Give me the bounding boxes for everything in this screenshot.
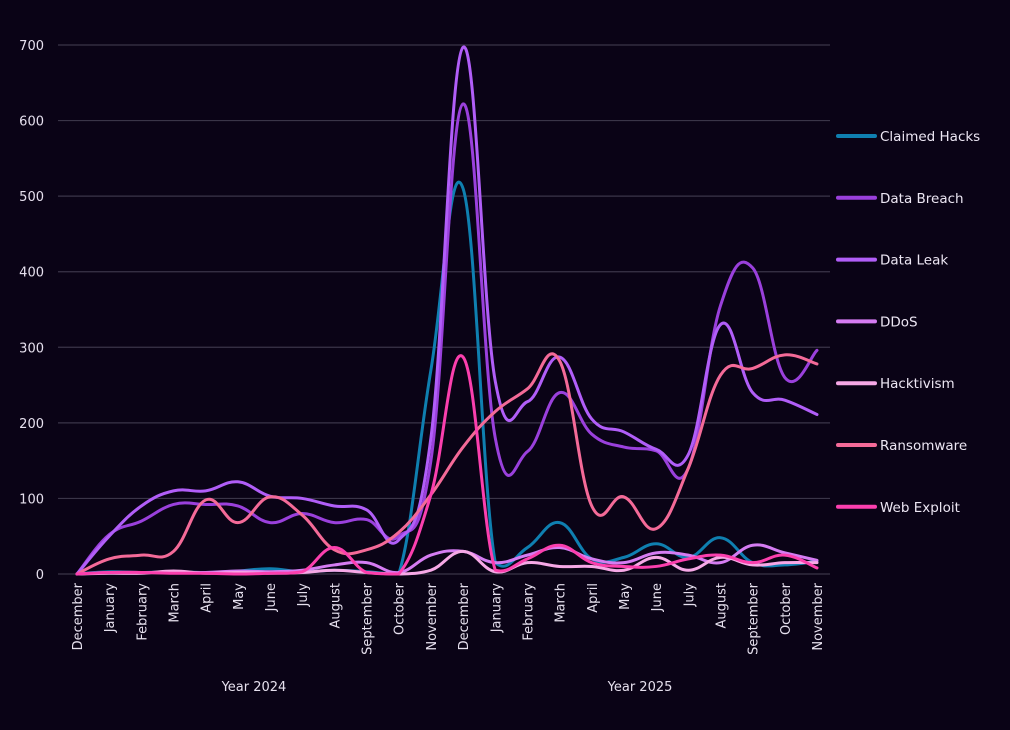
x-tick-label: November [425, 582, 440, 650]
x-tick-label: March [554, 583, 569, 623]
y-tick-label: 0 [36, 568, 44, 583]
legend-label: Web Exploit [880, 500, 960, 516]
series-line-data-breach [75, 102, 819, 576]
x-tick-label: June [650, 583, 665, 612]
y-tick-label: 100 [19, 492, 44, 507]
legend-label: Claimed Hacks [880, 129, 980, 145]
legend-item-data-breach[interactable]: Data Breach [836, 191, 964, 207]
legend-item-hacktivism[interactable]: Hacktivism [836, 376, 955, 392]
legend-item-data-leak[interactable]: Data Leak [836, 253, 948, 269]
legend-label: Data Leak [880, 253, 948, 269]
x-group-label: Year 2024 [221, 680, 287, 695]
x-tick-label: July [296, 583, 311, 608]
x-tick-label: April [586, 583, 601, 613]
legend-item-ransomware[interactable]: Ransomware [836, 438, 967, 454]
x-tick-label: February [135, 583, 150, 641]
legend-item-web-exploit[interactable]: Web Exploit [836, 500, 960, 516]
x-tick-label: September [361, 582, 376, 655]
y-tick-label: 500 [19, 190, 44, 205]
legend-item-ddos[interactable]: DDoS [836, 314, 918, 330]
y-tick-label: 400 [19, 266, 44, 281]
x-axis-ticks: December January February March April May June… [71, 582, 826, 655]
y-tick-label: 700 [19, 39, 44, 54]
x-tick-label: August [714, 583, 729, 629]
legend-item-claimed-hacks[interactable]: Claimed Hacks [836, 129, 980, 145]
x-tick-label: May [618, 583, 633, 610]
x-tick-label: June [264, 583, 279, 612]
x-tick-label: March [168, 583, 183, 623]
legend: Claimed Hacks Data Breach Data Leak DDoS Hac… [836, 129, 980, 516]
series-line-data-leak [75, 45, 819, 576]
y-tick-label: 200 [19, 417, 44, 432]
x-tick-label: October [393, 582, 408, 635]
series-line-ransomware [75, 352, 819, 576]
y-axis-ticks: 0 100 200 300 400 500 600 700 [19, 39, 44, 583]
x-tick-label: September [747, 582, 762, 655]
x-tick-label: January [489, 583, 504, 634]
x-tick-label: November [811, 582, 826, 650]
x-tick-label: July [682, 583, 697, 608]
x-axis-groups: Year 2024 Year 2025 [221, 680, 673, 695]
x-tick-label: February [521, 583, 536, 641]
y-tick-label: 600 [19, 115, 44, 130]
x-tick-label: April [200, 583, 215, 613]
x-tick-label: January [103, 583, 118, 634]
legend-label: Hacktivism [880, 376, 955, 392]
series-lines [75, 45, 819, 576]
x-tick-label: December [71, 582, 86, 650]
x-tick-label: May [232, 583, 247, 610]
y-tick-label: 300 [19, 341, 44, 356]
legend-label: DDoS [880, 314, 918, 330]
x-tick-label: October [779, 582, 794, 635]
legend-label: Ransomware [880, 438, 967, 454]
x-group-label: Year 2025 [607, 680, 673, 695]
legend-label: Data Breach [880, 191, 964, 207]
x-tick-label: August [328, 583, 343, 629]
x-tick-label: December [457, 582, 472, 650]
series-line-web-exploit [75, 354, 819, 576]
